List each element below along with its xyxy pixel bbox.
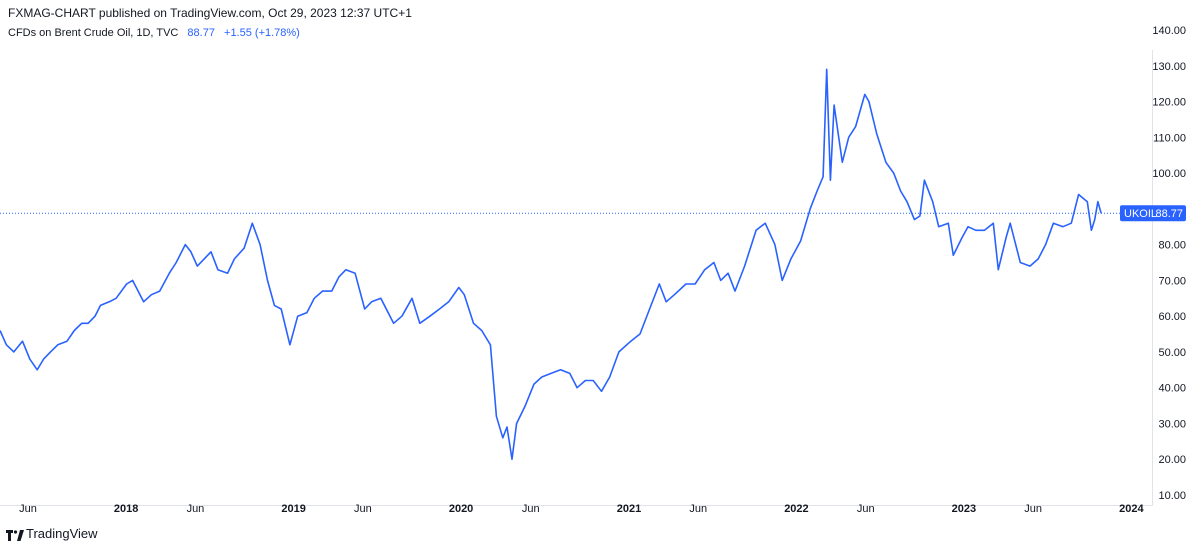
x-tick-label: Jun bbox=[354, 503, 372, 515]
series-legend[interactable]: CFDs on Brent Crude Oil, 1D, TVC 88.77 +… bbox=[8, 27, 300, 39]
x-tick-label: 2022 bbox=[784, 503, 808, 515]
x-tick-label: Jun bbox=[1024, 503, 1042, 515]
price-change: +1.55 (+1.78%) bbox=[224, 27, 300, 39]
x-tick-label: Jun bbox=[522, 503, 540, 515]
price-series-line bbox=[0, 68, 1102, 460]
badge-value: 88.77 bbox=[1155, 208, 1183, 220]
y-tick-label: 130.00 bbox=[1152, 61, 1186, 73]
x-tick-label: 2024 bbox=[1119, 503, 1144, 515]
x-tick-label: Jun bbox=[689, 503, 707, 515]
x-tick-label: 2020 bbox=[449, 503, 473, 515]
symbol-description: CFDs on Brent Crude Oil, 1D, TVC bbox=[8, 27, 179, 39]
x-tick-label: 2018 bbox=[114, 503, 138, 515]
y-tick-label: 80.00 bbox=[1158, 240, 1186, 252]
badge-symbol: UKOIL bbox=[1124, 208, 1157, 220]
badge-background bbox=[1120, 205, 1186, 222]
brand-label: TradingView bbox=[26, 526, 98, 541]
x-tick-label: 2021 bbox=[617, 503, 641, 515]
tradingview-brand[interactable]: TradingView bbox=[6, 526, 98, 541]
x-tick-label: 2019 bbox=[281, 503, 305, 515]
y-tick-label: 40.00 bbox=[1158, 383, 1186, 395]
y-tick-label: 140.00 bbox=[1152, 25, 1186, 37]
x-tick-label: Jun bbox=[19, 503, 37, 515]
x-tick-label: Jun bbox=[857, 503, 875, 515]
chart-pane[interactable] bbox=[0, 50, 1153, 506]
y-tick-label: 110.00 bbox=[1153, 132, 1186, 144]
publisher-line: FXMAG-CHART published on TradingView.com… bbox=[8, 6, 412, 20]
y-tick-label: 100.00 bbox=[1152, 168, 1186, 180]
y-tick-label: 70.00 bbox=[1158, 275, 1186, 287]
y-tick-label: 10.00 bbox=[1158, 490, 1186, 502]
tradingview-logo-icon bbox=[6, 529, 24, 541]
y-tick-label: 50.00 bbox=[1158, 347, 1186, 359]
y-tick-label: 30.00 bbox=[1158, 418, 1186, 430]
y-tick-label: 120.00 bbox=[1152, 97, 1186, 109]
price-axis[interactable]: 10.00 20.00 30.00 40.00 50.00 60.00 70.00 80.00… bbox=[1152, 25, 1186, 502]
x-tick-label: 2023 bbox=[952, 503, 976, 515]
y-tick-label: 20.00 bbox=[1158, 454, 1186, 466]
time-axis[interactable]: Jun 2018 Jun 2019 Jun 2020 Jun 2021 Jun 2022 Jun 20… bbox=[19, 503, 1144, 515]
x-tick-label: Jun bbox=[187, 503, 205, 515]
last-value: 88.77 bbox=[187, 27, 215, 39]
y-tick-label: 60.00 bbox=[1158, 311, 1186, 323]
